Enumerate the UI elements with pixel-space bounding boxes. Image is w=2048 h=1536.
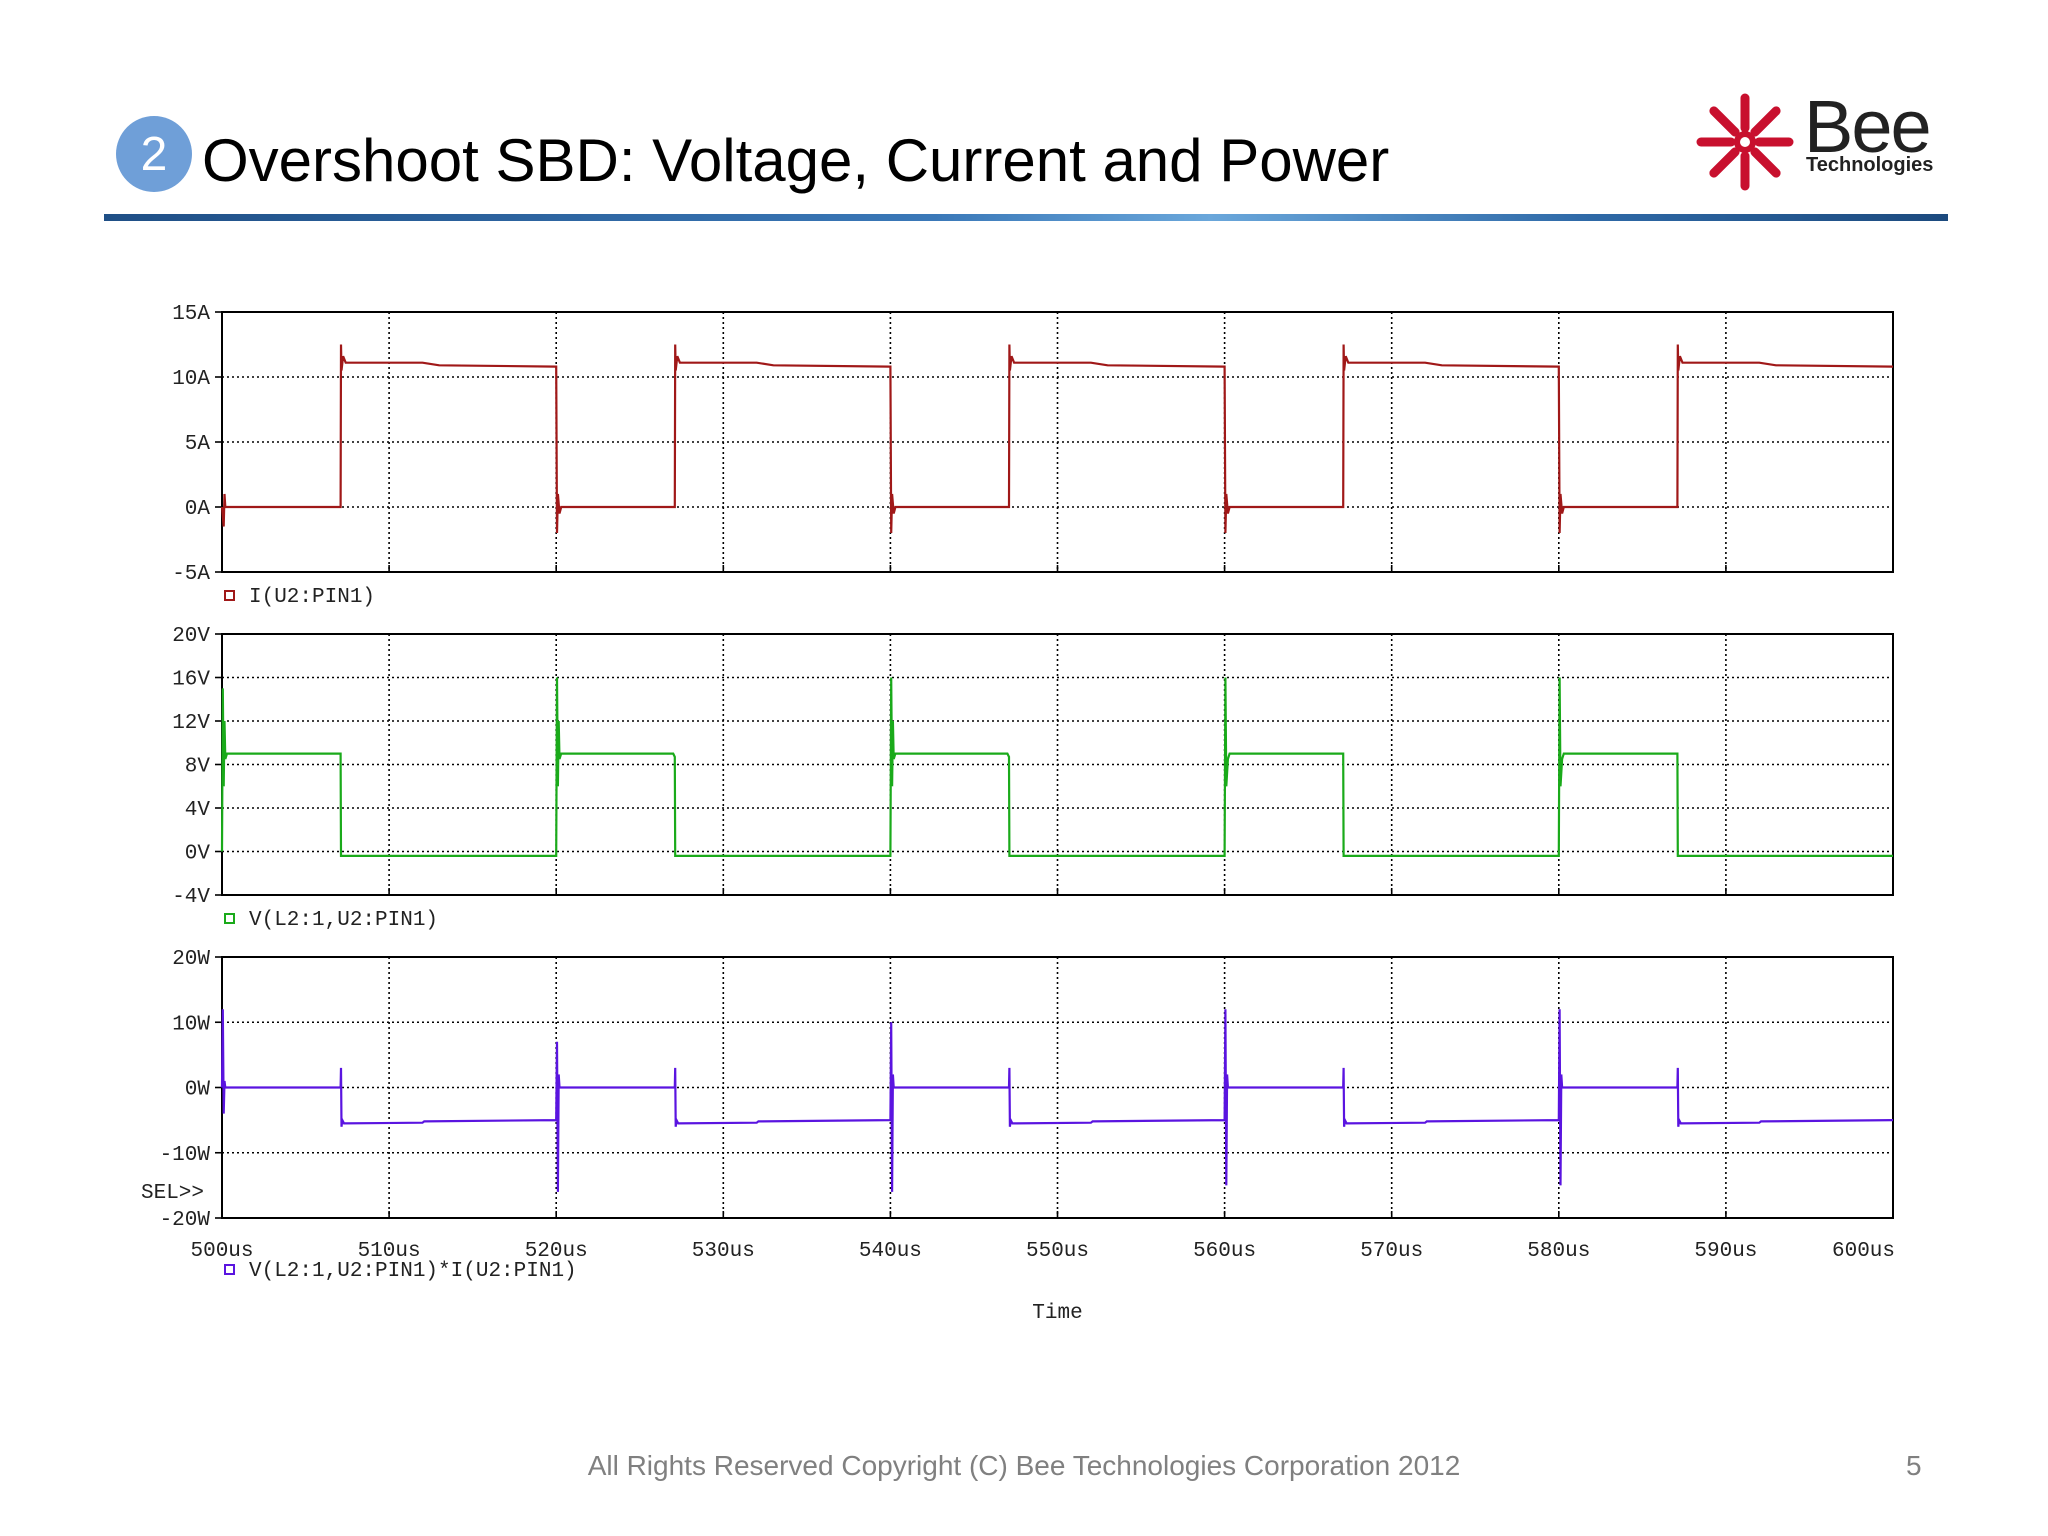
y-tick-label: -4V bbox=[172, 886, 210, 909]
power-panel: 20W 10W 0W -10W -20W V(L2:1,U2:PIN1)*I(U2:PIN… bbox=[141, 948, 1895, 1325]
x-tick-label: 510us bbox=[358, 1240, 421, 1263]
section-number-badge: 2 bbox=[116, 116, 192, 192]
power-legend-label: V(L2:1,U2:PIN1)*I(U2:PIN1) bbox=[249, 1260, 577, 1283]
y-tick-label: 5A bbox=[185, 433, 211, 456]
x-tick-label: 550us bbox=[1026, 1240, 1089, 1263]
current-legend-label: I(U2:PIN1) bbox=[249, 586, 375, 609]
power-legend-marker bbox=[224, 1264, 235, 1275]
logo-ray bbox=[1709, 147, 1740, 178]
page-number: 5 bbox=[1906, 1450, 1922, 1481]
slide-title: Overshoot SBD: Voltage, Current and Powe… bbox=[202, 127, 1390, 194]
y-tick-label: 15A bbox=[172, 303, 210, 326]
current-legend-marker bbox=[224, 590, 235, 601]
x-tick-label: 530us bbox=[692, 1240, 755, 1263]
y-tick-label: 8V bbox=[185, 756, 211, 779]
copyright-footer: All Rights Reserved Copyright (C) Bee Te… bbox=[587, 1450, 1461, 1481]
series-line bbox=[220, 1009, 1894, 1192]
x-tick-label: 580us bbox=[1527, 1240, 1590, 1263]
cursor-select-marker: SEL>> bbox=[141, 1182, 204, 1205]
x-tick-label: 520us bbox=[525, 1240, 588, 1263]
x-tick-label: 590us bbox=[1694, 1240, 1757, 1263]
plot-frame bbox=[221, 311, 1894, 573]
x-tick-label: 560us bbox=[1193, 1240, 1256, 1263]
series-line bbox=[220, 344, 1894, 534]
y-tick-label: 0A bbox=[185, 498, 211, 521]
bee-technologies-logo: Bee Technologies bbox=[1690, 85, 1950, 192]
voltage-legend-marker bbox=[224, 913, 235, 924]
logo-subtitle: Technologies bbox=[1806, 154, 1934, 176]
logo-ray bbox=[1750, 147, 1781, 178]
logo-wordmark: Bee bbox=[1804, 85, 1932, 168]
starburst-logo-icon bbox=[1696, 93, 1794, 191]
y-tick-label: 0W bbox=[185, 1079, 211, 1102]
logo-core-dot bbox=[1740, 137, 1750, 147]
voltage-legend-label: V(L2:1,U2:PIN1) bbox=[249, 909, 438, 932]
y-tick-label: -20W bbox=[160, 1209, 211, 1232]
y-tick-label: 0V bbox=[185, 843, 211, 866]
y-tick-label: 20W bbox=[172, 948, 210, 971]
x-tick-label: 540us bbox=[859, 1240, 922, 1263]
y-tick-label: -5A bbox=[172, 563, 210, 586]
y-tick-label: 10W bbox=[172, 1013, 210, 1036]
x-axis-title: Time bbox=[1032, 1302, 1082, 1325]
y-tick-label: 4V bbox=[185, 799, 211, 822]
y-tick-label: -10W bbox=[160, 1144, 211, 1167]
current-panel: 15A 10A 5A 0A -5A I(U2:PIN1) bbox=[172, 303, 1894, 609]
x-tick-label: 570us bbox=[1360, 1240, 1423, 1263]
logo-ray bbox=[1750, 106, 1781, 137]
series-line bbox=[220, 677, 1893, 858]
y-tick-label: 20V bbox=[172, 625, 210, 648]
x-tick-label: 500us bbox=[190, 1240, 253, 1263]
y-tick-label: 12V bbox=[172, 712, 210, 735]
title-underline bbox=[104, 214, 1948, 221]
logo-ray bbox=[1709, 106, 1740, 137]
y-tick-label: 16V bbox=[172, 669, 210, 692]
voltage-panel: 20V 16V 12V 8V 4V 0V -4V V(L2:1,U2:PIN1) bbox=[172, 625, 1894, 932]
x-tick-label: 600us bbox=[1832, 1240, 1895, 1263]
y-tick-label: 10A bbox=[172, 368, 210, 391]
